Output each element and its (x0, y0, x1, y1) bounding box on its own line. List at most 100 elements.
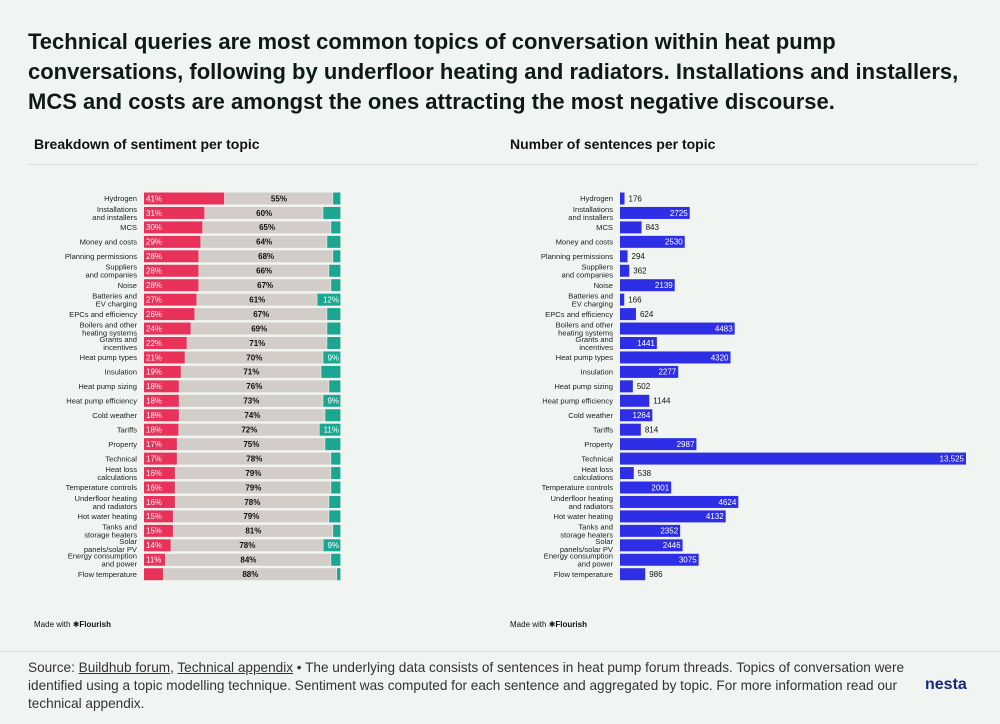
sentence-count-bar (620, 452, 966, 465)
neutral-label: 55% (271, 194, 287, 203)
neutral-bar (195, 308, 327, 321)
negative-label: 41% (146, 194, 162, 203)
negative-bar (144, 495, 175, 508)
sentence-count-bar (620, 423, 641, 436)
category-label: Installations and installers (92, 205, 137, 222)
sentence-count-label: 4483 (715, 324, 733, 333)
sentence-count-label: 4320 (711, 353, 729, 362)
positive-bar (325, 438, 341, 451)
positive-bar (331, 221, 341, 234)
category-label: Solar panels/solar PV (84, 537, 138, 554)
neutral-label: 71% (243, 368, 259, 377)
technical-appendix-link[interactable]: Technical appendix (177, 660, 294, 675)
negative-label: 26% (146, 310, 162, 319)
category-label: Noise (594, 281, 613, 290)
sentence-count-bar (620, 481, 672, 494)
negative-label: 11% (146, 556, 161, 565)
positive-bar (325, 409, 341, 422)
sentence-count-label: 176 (629, 194, 643, 203)
sentence-count-bar (620, 308, 636, 321)
neutral-bar (177, 452, 331, 465)
category-label: Heat pump sizing (78, 382, 137, 391)
positive-label: 11% (324, 426, 339, 435)
negative-bar (144, 423, 179, 436)
negative-label: 18% (146, 397, 162, 406)
negative-label: 30% (146, 223, 162, 232)
sentence-count-label: 1441 (637, 339, 655, 348)
neutral-bar (175, 495, 329, 508)
positive-bar (331, 467, 341, 480)
negative-label: 27% (146, 295, 162, 304)
positive-bar (323, 206, 341, 219)
neutral-bar (179, 380, 329, 393)
negative-bar (144, 510, 173, 523)
negative-label: 29% (146, 238, 162, 247)
category-label: Hot water heating (553, 512, 613, 521)
neutral-label: 61% (249, 295, 265, 304)
sentence-count-label: 4624 (718, 498, 736, 507)
sentence-count-bar (620, 337, 657, 349)
category-label: Temperature controls (66, 483, 138, 492)
positive-label: 12% (323, 295, 339, 304)
sentence-count-bar (620, 279, 675, 292)
made-with-flourish-left[interactable]: Made with ✱Flourish (34, 620, 111, 629)
category-label: Grants and incentives (575, 335, 613, 352)
category-label: Heat pump types (556, 353, 614, 362)
neutral-bar (179, 394, 323, 407)
category-label: Flow temperature (554, 570, 613, 579)
negative-bar (144, 380, 179, 393)
neutral-bar (173, 524, 333, 537)
neutral-label: 73% (243, 397, 259, 406)
negative-label: 28% (146, 267, 162, 276)
negative-bar (144, 250, 199, 263)
positive-bar (327, 322, 341, 335)
sentence-count-label: 502 (637, 382, 651, 391)
neutral-bar (163, 568, 337, 581)
positive-bar (319, 423, 341, 436)
negative-label: 18% (146, 426, 162, 435)
category-label: Hydrogen (580, 194, 613, 203)
flourish-logo: ✱Flourish (72, 620, 111, 629)
category-label: Suppliers and companies (85, 263, 137, 280)
positive-bar (329, 264, 341, 277)
category-label: Batteries and EV charging (568, 292, 613, 309)
sentence-count-bar (620, 495, 739, 508)
neutral-bar (171, 539, 323, 552)
sentence-count-label: 624 (640, 310, 654, 319)
neutral-bar (177, 438, 325, 451)
made-with-flourish-right[interactable]: Made with ✱Flourish (510, 620, 587, 629)
sentence-count-label: 2446 (663, 541, 681, 550)
sentence-count-bar (620, 394, 650, 407)
negative-label: 24% (146, 324, 162, 333)
category-label: Heat pump efficiency (542, 396, 613, 405)
neutral-bar (199, 264, 329, 277)
source-note: Source: Buildhub forum, Technical append… (28, 659, 918, 713)
sentence-count-label: 13,525 (940, 454, 965, 463)
category-label: Money and costs (80, 238, 138, 247)
category-label: Boilers and other heating systems (80, 320, 138, 337)
positive-bar (323, 351, 341, 364)
positive-bar (329, 495, 341, 508)
positive-bar (337, 568, 341, 581)
negative-bar (144, 438, 177, 451)
category-label: Heat pump efficiency (66, 396, 137, 405)
negative-bar (144, 264, 199, 277)
positive-bar (331, 279, 341, 292)
negative-bar (144, 409, 179, 422)
source-prefix: Source: (28, 660, 75, 675)
neutral-label: 74% (244, 411, 260, 420)
sentence-count-bar (620, 250, 628, 263)
made-with-prefix: Made with (34, 620, 71, 629)
sentence-count-label: 2725 (670, 209, 688, 218)
category-label: MCS (596, 223, 613, 232)
negative-bar (144, 322, 191, 335)
neutral-bar (197, 293, 317, 306)
category-label: EPCs and efficiency (545, 310, 613, 319)
negative-label: 18% (146, 411, 162, 420)
neutral-bar (173, 510, 329, 523)
category-label: Energy consumption and power (68, 552, 138, 569)
buildhub-forum-link[interactable]: Buildhub forum (78, 660, 171, 675)
sentence-count-bar (620, 365, 679, 378)
sentence-count-bar (620, 206, 690, 219)
category-label: Heat loss calculations (97, 465, 137, 482)
